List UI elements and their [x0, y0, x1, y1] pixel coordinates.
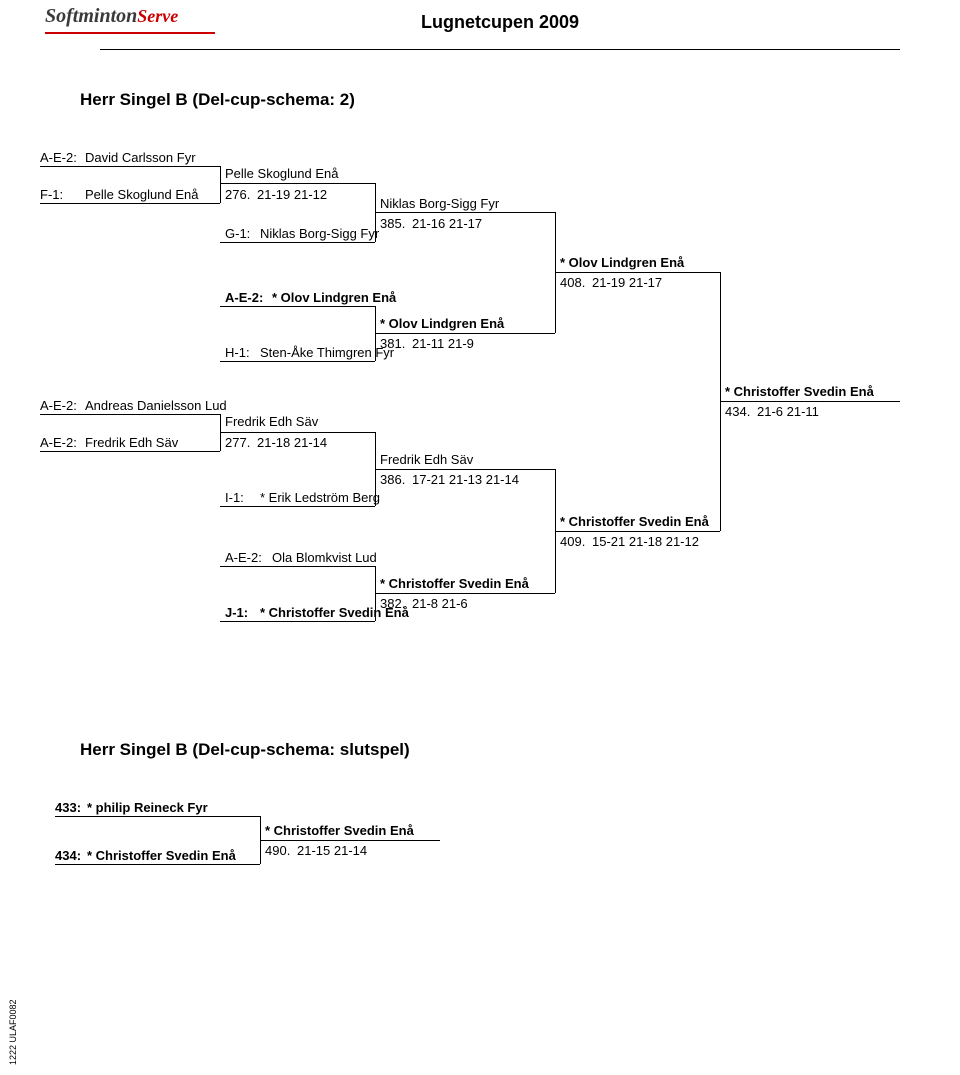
match-number: 277.: [225, 435, 250, 450]
match-score: 15-21 21-18 21-12: [592, 534, 699, 549]
match-number: 409.: [560, 534, 585, 549]
match-number: 382.: [380, 596, 405, 611]
final-match-number: 434.: [725, 404, 750, 419]
match-number: 276.: [225, 187, 250, 202]
match-number: 385.: [380, 216, 405, 231]
match-score: 21-16 21-17: [412, 216, 482, 231]
seed-label: I-1:: [225, 490, 244, 505]
match-winner: Fredrik Edh Säv: [380, 452, 473, 467]
bracket-line: [55, 816, 260, 817]
seed-label: G-1:: [225, 226, 250, 241]
section1-title: Herr Singel B (Del-cup-schema: 2): [80, 90, 355, 110]
seed-label: 434:: [55, 848, 81, 863]
match-winner: * Olov Lindgren Enå: [380, 316, 504, 331]
bracket-line: [375, 333, 555, 334]
footer-code: 1222 ULAF0082: [8, 999, 18, 1065]
match-winner: Fredrik Edh Säv: [225, 414, 318, 429]
seed-label: A-E-2:: [40, 398, 77, 413]
bracket-line: [375, 212, 555, 213]
bracket-line: [375, 469, 555, 470]
bracket-line: [40, 414, 220, 415]
bracket-line: [220, 621, 375, 622]
final-winner: * Christoffer Svedin Enå: [265, 823, 414, 838]
bracket-line: [260, 840, 440, 841]
final-winner: * Christoffer Svedin Enå: [725, 384, 874, 399]
match-winner: * Christoffer Svedin Enå: [560, 514, 709, 529]
match-score: 21-11 21-9: [412, 336, 474, 351]
bracket-line: [220, 506, 375, 507]
seed-name: Pelle Skoglund Enå: [85, 187, 198, 202]
bracket-line: [220, 432, 375, 433]
bracket-line: [220, 306, 375, 307]
seed-label: J-1:: [225, 605, 248, 620]
match-score: 21-18 21-14: [257, 435, 327, 450]
final-score: 21-15 21-14: [297, 843, 367, 858]
bracket-line: [720, 401, 900, 402]
match-number: 386.: [380, 472, 405, 487]
seed-label: A-E-2:: [40, 435, 77, 450]
seed-name: Ola Blomkvist Lud: [272, 550, 377, 565]
bracket-line: [220, 242, 375, 243]
bracket-line: [40, 166, 220, 167]
seed-name: * Erik Ledström Berg: [260, 490, 380, 505]
bracket-line: [220, 166, 221, 203]
seed-name: Andreas Danielsson Lud: [85, 398, 227, 413]
final-match-number: 490.: [265, 843, 290, 858]
bracket-line: [220, 361, 375, 362]
match-score: 21-19 21-17: [592, 275, 662, 290]
match-number: 381.: [380, 336, 405, 351]
logo-serve: Serve: [137, 6, 178, 26]
final-score: 21-6 21-11: [757, 404, 819, 419]
match-winner: * Christoffer Svedin Enå: [380, 576, 529, 591]
bracket-line: [40, 203, 220, 204]
match-score: 21-8 21-6: [412, 596, 468, 611]
logo-underline: [45, 32, 215, 34]
bracket-line: [220, 183, 375, 184]
seed-label: F-1:: [40, 187, 63, 202]
seed-label: A-E-2:: [40, 150, 77, 165]
seed-name: David Carlsson Fyr: [85, 150, 196, 165]
bracket-line: [220, 566, 375, 567]
match-score: 17-21 21-13 21-14: [412, 472, 519, 487]
page-header: SoftmintonServe Lugnetcupen 2009: [100, 0, 900, 50]
match-number: 408.: [560, 275, 585, 290]
bracket-line: [55, 864, 260, 865]
bracket-line: [375, 593, 555, 594]
bracket-line: [40, 451, 220, 452]
seed-label: 433:: [55, 800, 81, 815]
match-winner: Niklas Borg-Sigg Fyr: [380, 196, 499, 211]
logo-soft: Softminton: [45, 5, 137, 27]
logo: SoftmintonServe: [45, 5, 178, 28]
seed-name: Niklas Borg-Sigg Fyr: [260, 226, 379, 241]
match-winner: * Olov Lindgren Enå: [560, 255, 684, 270]
seed-name: * Olov Lindgren Enå: [272, 290, 396, 305]
match-winner: Pelle Skoglund Enå: [225, 166, 338, 181]
seed-label: H-1:: [225, 345, 250, 360]
seed-name: Fredrik Edh Säv: [85, 435, 178, 450]
section2-title: Herr Singel B (Del-cup-schema: slutspel): [80, 740, 410, 760]
bracket-line: [555, 531, 720, 532]
seed-name: * Christoffer Svedin Enå: [87, 848, 236, 863]
seed-label: A-E-2:: [225, 290, 263, 305]
seed-label: A-E-2:: [225, 550, 262, 565]
tournament-title: Lugnetcupen 2009: [421, 12, 579, 33]
bracket-line: [555, 272, 720, 273]
match-score: 21-19 21-12: [257, 187, 327, 202]
seed-name: * philip Reineck Fyr: [87, 800, 208, 815]
